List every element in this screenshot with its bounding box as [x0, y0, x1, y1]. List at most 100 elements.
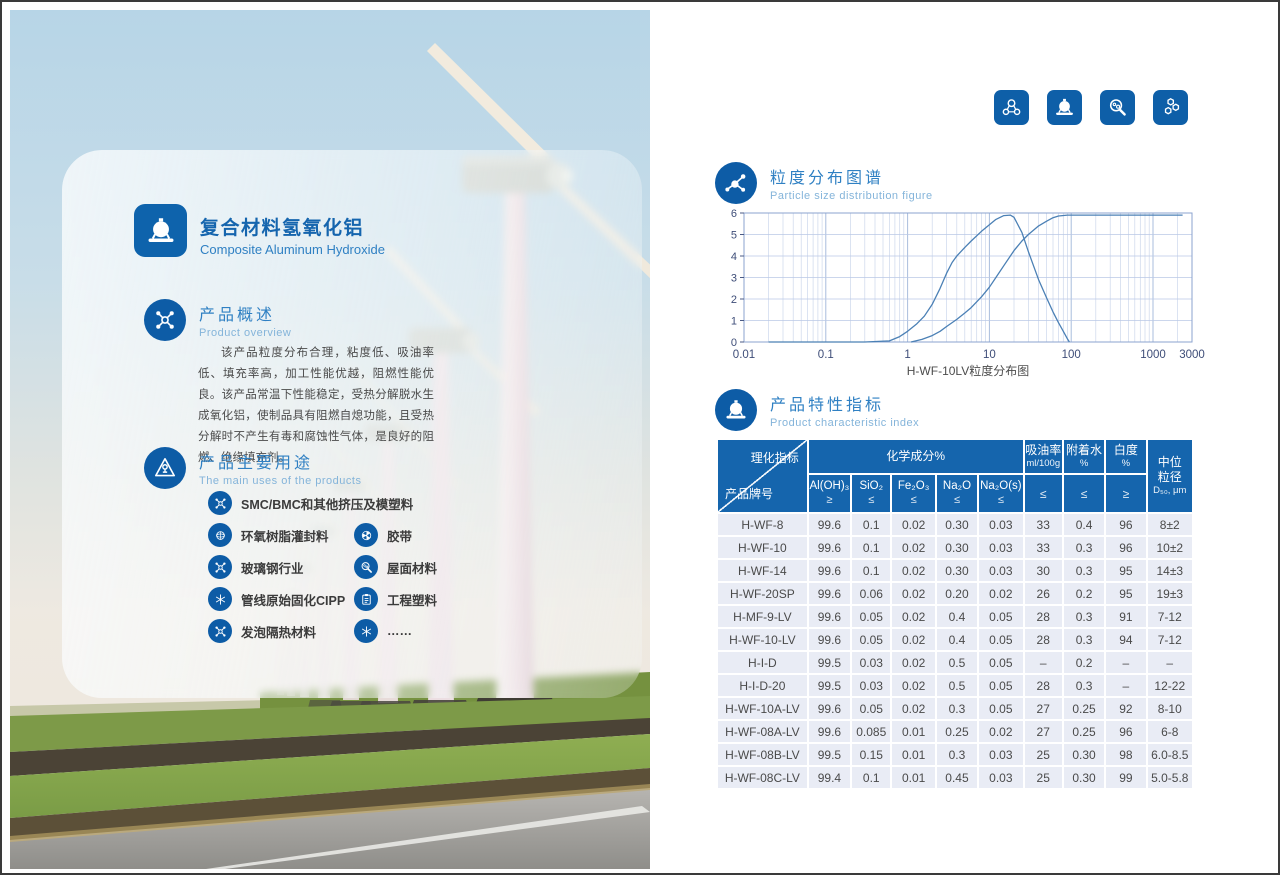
molecule-icon — [144, 299, 186, 341]
rocket-icon — [144, 447, 186, 489]
value-cell: 27 — [1024, 721, 1062, 742]
category-icons — [994, 90, 1188, 125]
table-row: H-WF-20SP 99.6 0.06 0.02 0.20 0.02 26 0.2 95 19±3 — [718, 583, 1192, 604]
svg-text:100: 100 — [1062, 349, 1081, 361]
value-cell: 99 — [1106, 767, 1146, 788]
use-label: SMC/BMC和其他挤压及模塑料 — [241, 497, 414, 512]
product-grade-cell: H-WF-08B-LV — [718, 744, 807, 765]
product-grade-cell: H-WF-10 — [718, 537, 807, 558]
value-cell: 0.45 — [936, 767, 978, 788]
value-cell: 95 — [1106, 583, 1146, 604]
tank-icon — [1047, 90, 1082, 125]
molecule-icon — [208, 619, 232, 643]
svg-text:1: 1 — [731, 315, 737, 327]
chart-heading: 粒度分布图谱 — [770, 170, 885, 187]
table-row: H-I-D-20 99.5 0.03 0.02 0.5 0.05 28 0.3–12-22 — [718, 675, 1192, 696]
magnifier-icon — [354, 555, 378, 579]
column-header: 吸油率 ml/100g — [1024, 440, 1062, 473]
table-row: H-WF-8 99.6 0.1 0.02 0.30 0.03 33 0.4 96 8±2 — [718, 514, 1192, 535]
value-cell: – — [1106, 675, 1146, 696]
svg-text:0.01: 0.01 — [733, 349, 755, 361]
value-cell: 25 — [1024, 744, 1062, 765]
svg-text:4: 4 — [731, 251, 737, 263]
use-item: 玻璃钢行业 — [208, 555, 354, 579]
value-cell: 0.1 — [852, 514, 891, 535]
chart-caption: H-WF-10LV粒度分布图 — [906, 364, 1030, 378]
product-grade-cell: H-WF-20SP — [718, 583, 807, 604]
value-cell: 0.4 — [936, 629, 978, 650]
value-cell: 99.6 — [808, 514, 851, 535]
chart-section-header: 粒度分布图谱 Particle size distribution figure — [715, 162, 933, 204]
value-cell: 0.20 — [936, 583, 978, 604]
table-row: H-WF-10-LV 99.6 0.05 0.02 0.4 0.05 28 0.3 94 7-12 — [718, 629, 1192, 650]
table-row: H-WF-08B-LV 99.5 0.15 0.01 0.3 0.03 25 0.30 98 6.… — [718, 744, 1192, 765]
chem-column-header: Na₂O ≤ — [936, 475, 978, 512]
value-cell: 91 — [1106, 606, 1146, 627]
uses-list: SMC/BMC和其他挤压及模塑料 环氧树脂灌封料 胶带 玻璃钢行业 屋面材料 管线原始固化… — [208, 491, 476, 643]
overview-section-header: 产品概述 Product overview — [144, 299, 291, 341]
svg-text:0: 0 — [731, 337, 737, 349]
value-cell: 99.6 — [808, 698, 851, 719]
limit-op-header: ≤ — [1024, 475, 1062, 512]
use-label: 工程塑料 — [387, 593, 438, 608]
use-label: 胶带 — [387, 529, 413, 544]
value-cell: 7-12 — [1147, 629, 1192, 650]
table-row: H-WF-10A-LV 99.6 0.05 0.02 0.3 0.05 27 0.25 92 8-… — [718, 698, 1192, 719]
value-cell: 99.6 — [808, 606, 851, 627]
tank-icon — [134, 204, 187, 257]
value-cell: 0.05 — [852, 698, 891, 719]
value-cell: 0.30 — [1063, 744, 1105, 765]
table-heading: 产品特性指标 — [770, 397, 885, 414]
use-label: 发泡隔热材料 — [241, 625, 317, 640]
table-row: H-WF-08A-LV 99.6 0.085 0.01 0.25 0.02 27 0.25 96… — [718, 721, 1192, 742]
value-cell: 0.30 — [1063, 767, 1105, 788]
chart-heading-en: Particle size distribution figure — [770, 190, 933, 202]
value-cell: 30 — [1024, 560, 1062, 581]
use-label: …… — [387, 624, 412, 638]
overview-paragraph: 该产品粒度分布合理，粘度低、吸油率低、填充率高，加工性能优越，阻燃性能优良。该产… — [198, 347, 434, 464]
uses-heading-en: The main uses of the products — [199, 475, 362, 487]
product-grade-cell: H-WF-10A-LV — [718, 698, 807, 719]
column-header: 白度% — [1106, 440, 1146, 473]
use-label: 玻璃钢行业 — [241, 561, 304, 576]
chart-curve-cumulative — [910, 214, 1183, 343]
value-cell: 0.02 — [892, 606, 935, 627]
tank-icon — [715, 389, 757, 431]
value-cell: 33 — [1024, 537, 1062, 558]
value-cell: 33 — [1024, 514, 1062, 535]
chem-group-header: 化学成分% — [808, 440, 1023, 473]
svg-text:10: 10 — [983, 349, 996, 361]
table-heading-en: Product characteristic index — [770, 417, 920, 429]
product-grade-cell: H-I-D — [718, 652, 807, 673]
table-row: H-I-D 99.5 0.03 0.02 0.5 0.05–0.2– – — [718, 652, 1192, 673]
value-cell: 0.4 — [936, 606, 978, 627]
value-cell: 0.05 — [852, 606, 891, 627]
value-cell: 7-12 — [1147, 606, 1192, 627]
chem-column-header: Fe₂O₃ ≤ — [892, 475, 935, 512]
value-cell: 0.02 — [892, 537, 935, 558]
value-cell: 0.02 — [892, 560, 935, 581]
value-cell: 14±3 — [1147, 560, 1192, 581]
svg-text:6: 6 — [731, 208, 737, 220]
value-cell: 0.05 — [979, 606, 1023, 627]
value-cell: 0.05 — [979, 652, 1023, 673]
value-cell: 12-22 — [1147, 675, 1192, 696]
globe-icon — [208, 523, 232, 547]
value-cell: 0.085 — [852, 721, 891, 742]
value-cell: 0.3 — [1063, 560, 1105, 581]
value-cell: 0.02 — [979, 721, 1023, 742]
value-cell: 92 — [1106, 698, 1146, 719]
value-cell: 8±2 — [1147, 514, 1192, 535]
value-cell: 0.06 — [852, 583, 891, 604]
value-cell: 0.02 — [892, 698, 935, 719]
value-cell: 0.03 — [979, 767, 1023, 788]
value-cell: 99.5 — [808, 675, 851, 696]
value-cell: 0.5 — [936, 652, 978, 673]
product-grade-cell: H-I-D-20 — [718, 675, 807, 696]
value-cell: 96 — [1106, 537, 1146, 558]
value-cell: 0.30 — [936, 537, 978, 558]
product-grade-cell: H-WF-14 — [718, 560, 807, 581]
value-cell: 99.6 — [808, 721, 851, 742]
value-cell: – — [1147, 652, 1192, 673]
